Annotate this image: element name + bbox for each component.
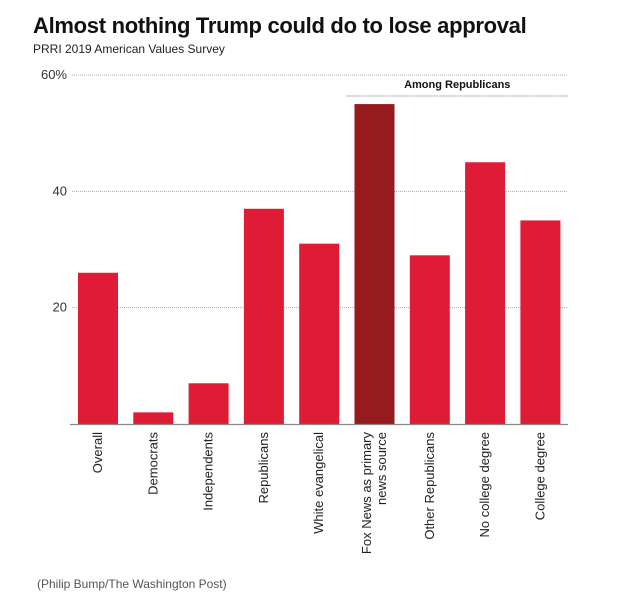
- x-tick-label: Republicans: [256, 432, 271, 504]
- x-tick-label-line: Fox News as primary: [359, 432, 374, 555]
- bar: [465, 162, 506, 424]
- x-tick-label: Fox News as primarynews source: [359, 432, 389, 555]
- x-tick-label-line: Overall: [90, 432, 105, 473]
- credit-line: (Philip Bump/The Washington Post): [37, 577, 227, 591]
- x-tick-label: College degree: [532, 432, 547, 520]
- chart-subtitle: PRRI 2019 American Values Survey: [33, 42, 225, 56]
- x-tick-label-line: Republicans: [256, 432, 271, 504]
- x-tick-label: Independents: [201, 432, 216, 511]
- x-tick-label: Overall: [90, 432, 105, 473]
- x-tick-label-line: Other Republicans: [422, 432, 437, 540]
- x-tick-label-line: Democrats: [145, 432, 160, 495]
- bar: [409, 255, 450, 424]
- y-tick-label: 40: [53, 183, 67, 198]
- annotation-label: Among Republicans: [404, 79, 510, 91]
- chart-title: Almost nothing Trump could do to lose ap…: [33, 13, 527, 38]
- x-tick-label-line: news source: [374, 432, 389, 505]
- x-tick-label: White evangelical: [311, 432, 326, 534]
- bar: [520, 220, 561, 424]
- x-tick-label-line: No college degree: [477, 432, 492, 538]
- bar: [78, 272, 118, 424]
- x-tick-label-line: White evangelical: [311, 432, 326, 534]
- y-tick-label: 20: [53, 300, 67, 315]
- bar: [243, 208, 284, 424]
- bar: [188, 383, 229, 424]
- x-tick-label: Other Republicans: [422, 432, 437, 540]
- x-tick-label-line: Independents: [201, 432, 216, 511]
- y-tick-label: 60%: [41, 67, 67, 82]
- x-tick-label-line: College degree: [532, 432, 547, 520]
- x-tick-label: No college degree: [477, 432, 492, 538]
- bar: [133, 412, 174, 424]
- x-tick-label: Democrats: [145, 432, 160, 495]
- bar: [354, 104, 395, 424]
- bar: [299, 243, 340, 424]
